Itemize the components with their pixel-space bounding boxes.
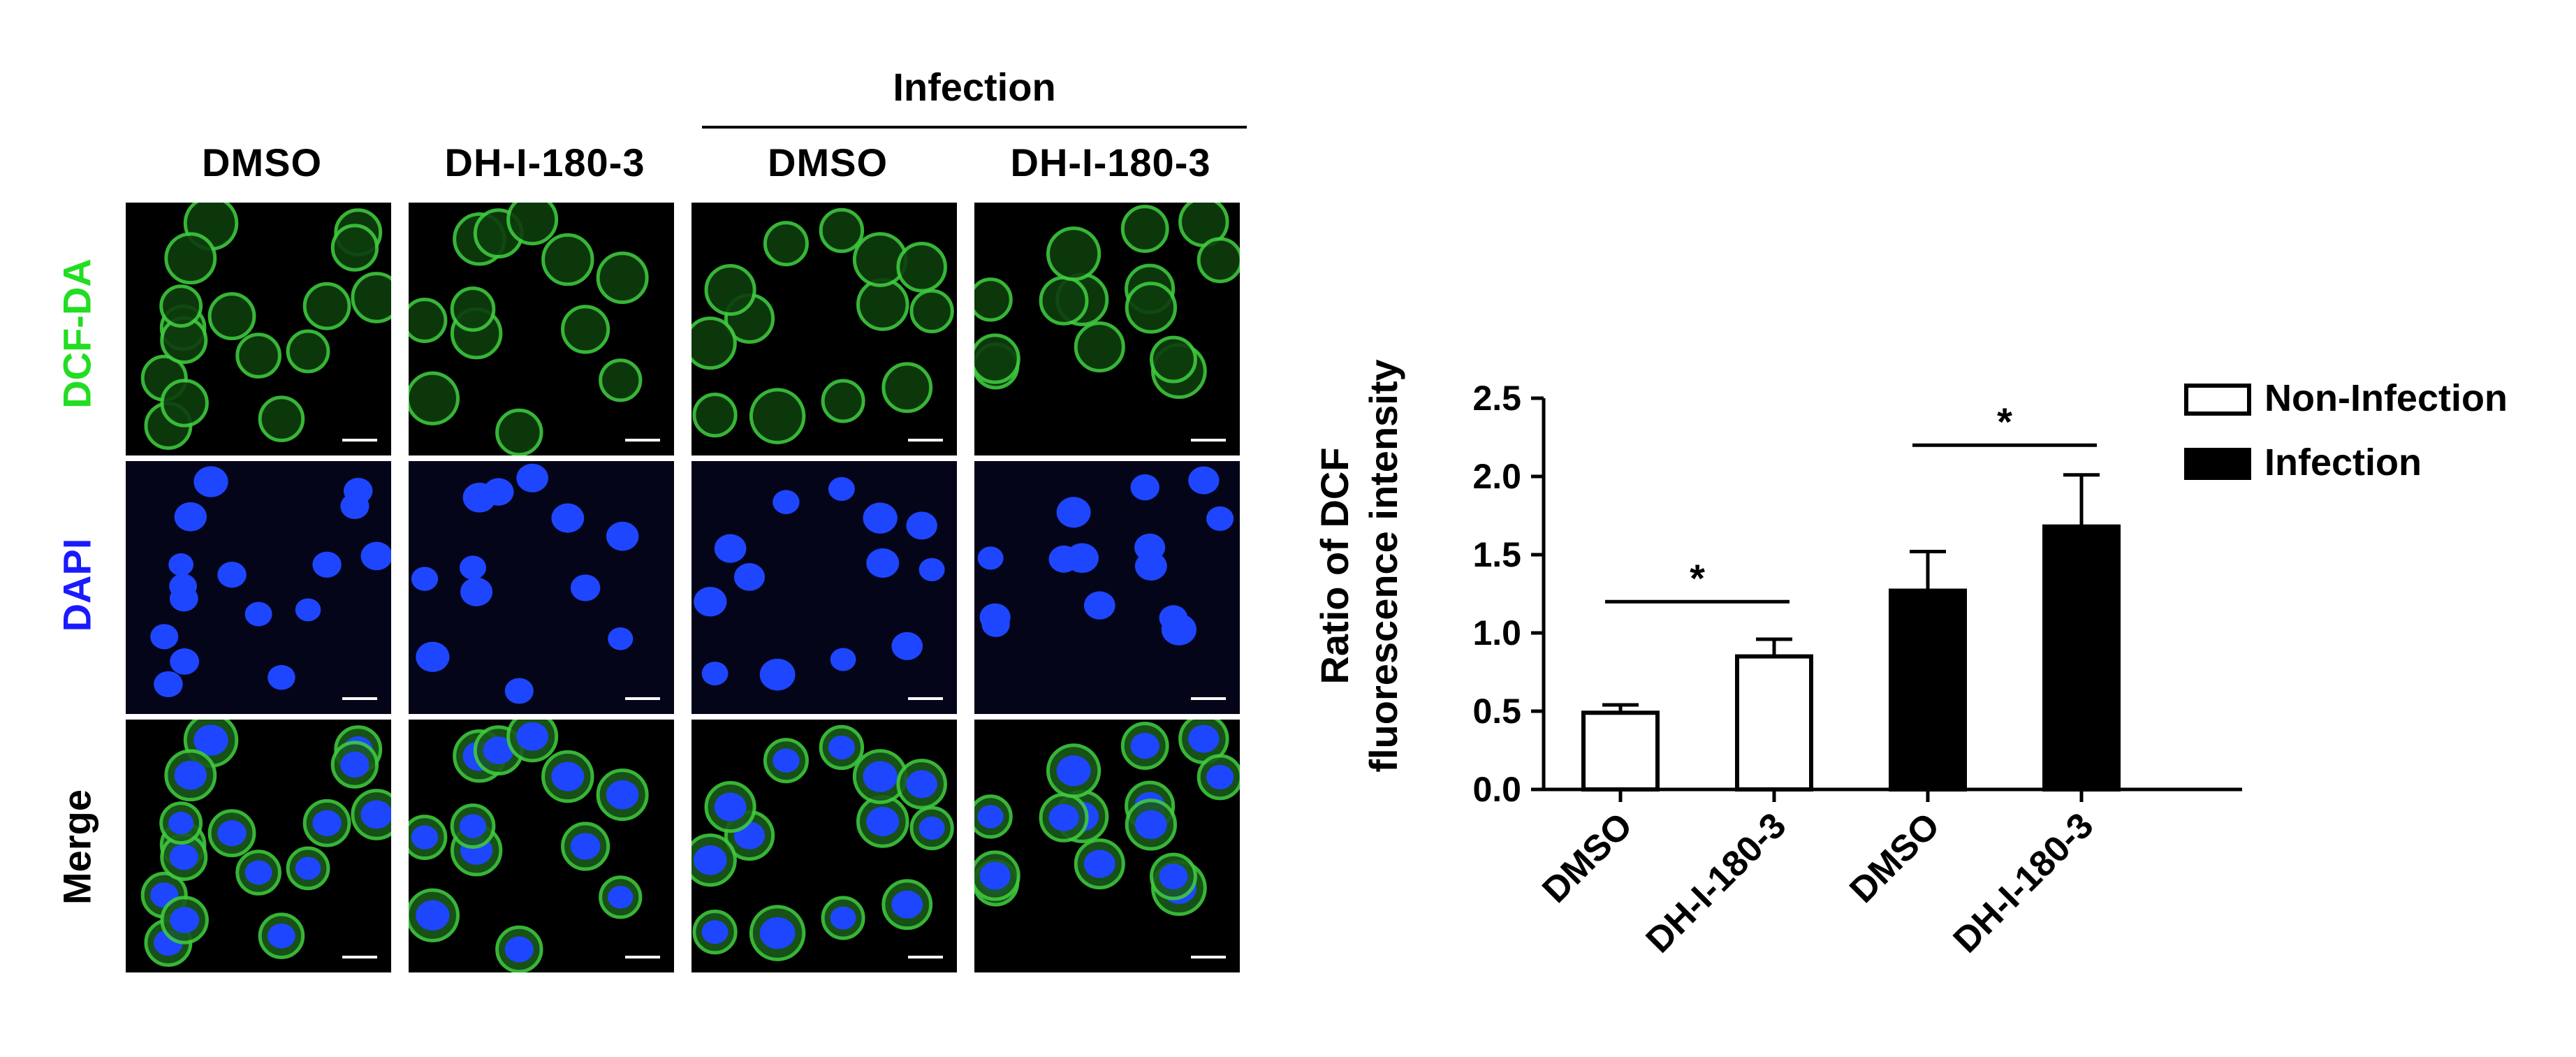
dcf-ratio-bar-chart: 0.0 0.5 1.0 1.5 2.0 2.5 Ratio of DCF fluorescen… — [1312, 359, 2508, 961]
y-axis-title-line1: Ratio of DCF — [1312, 447, 1356, 684]
column-label-4: DH-I-180-3 — [1010, 140, 1211, 184]
legend-swatch-infection — [2184, 448, 2251, 480]
column-label-3: DMSO — [768, 140, 888, 184]
significance-star: * — [1997, 400, 2012, 444]
legend-label-non-infection: Non-Infection — [2264, 377, 2508, 419]
x-tick-label: DMSO — [1535, 805, 1640, 910]
micrograph-panel — [409, 203, 674, 455]
infection-group-header: Infection — [893, 65, 1056, 109]
micrograph-panel — [409, 461, 674, 714]
micrograph-panel — [974, 203, 1240, 455]
x-tick-label: DH-I-180-3 — [1946, 805, 2102, 961]
micrograph-panel — [974, 461, 1240, 714]
micrograph-panel — [691, 720, 957, 972]
bar-infection — [1889, 588, 1967, 792]
micrograph-panel — [974, 720, 1240, 972]
legend-label-infection: Infection — [2264, 442, 2422, 483]
y-tick-label: 0.5 — [1472, 692, 1521, 731]
micrograph-panel — [126, 720, 391, 972]
y-axis-title-line2: fluorescence intensity — [1361, 359, 1405, 772]
micrograph-panel — [409, 720, 674, 972]
micrograph-panel — [691, 203, 957, 455]
bar-infection — [2042, 524, 2121, 792]
bar-non-infection — [1735, 654, 1813, 792]
y-tick-label: 2.0 — [1472, 457, 1521, 496]
y-tick-label: 0.0 — [1472, 770, 1521, 809]
micrograph-panel — [691, 461, 957, 714]
micrograph-panel — [126, 461, 391, 714]
row-label-dcf: DCF-DA — [54, 258, 99, 409]
x-tick-label: DH-I-180-3 — [1639, 805, 1794, 961]
y-tick-label: 1.5 — [1472, 535, 1521, 574]
bar-non-infection — [1581, 710, 1660, 792]
y-tick-label: 2.5 — [1472, 379, 1521, 418]
row-label-dapi: DAPI — [54, 538, 99, 632]
y-tick-label: 1.0 — [1472, 613, 1521, 653]
micrograph-panel — [126, 203, 391, 455]
infection-group-line — [702, 126, 1247, 129]
legend-swatch-non-infection — [2184, 384, 2251, 416]
row-label-merge: Merge — [54, 789, 99, 905]
column-label-2: DH-I-180-3 — [444, 140, 645, 184]
significance-star: * — [1690, 556, 1705, 600]
x-tick-label: DMSO — [1842, 805, 1947, 910]
column-label-1: DMSO — [202, 140, 322, 184]
